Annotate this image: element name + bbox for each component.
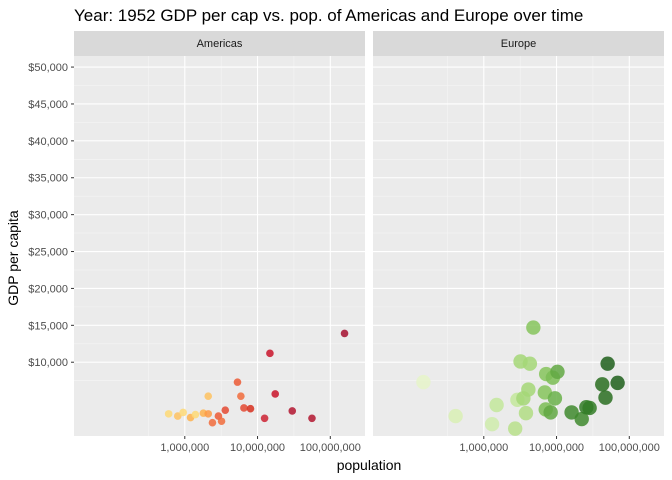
- y-axis: $10,000 $15,000 $20,000 $25,000 $30,000 $35,0…: [28, 62, 74, 369]
- x-tick-label: 100,000,000: [300, 442, 361, 454]
- x-tick-label: 10,000,000: [230, 442, 285, 454]
- x-axis-americas: 1,000,000 10,000,000 100,000,000: [160, 436, 361, 454]
- data-point: [521, 382, 536, 397]
- data-point: [564, 405, 579, 420]
- data-point: [448, 408, 463, 424]
- y-tick-label: $50,000: [28, 62, 68, 74]
- data-point: [598, 390, 613, 405]
- y-tick-label: $30,000: [28, 210, 68, 222]
- facet-strip: [373, 31, 664, 56]
- facet-strip-label: Americas: [197, 38, 243, 50]
- data-point: [543, 405, 558, 420]
- data-point: [217, 417, 226, 426]
- data-point: [204, 410, 213, 418]
- facet-panel-americas: Americas: [74, 31, 365, 436]
- y-tick-label: $25,000: [28, 247, 68, 259]
- data-point: [266, 349, 274, 358]
- data-point: [522, 356, 538, 371]
- data-point: [582, 400, 597, 416]
- x-tick-label: 10,000,000: [529, 442, 584, 454]
- data-point: [260, 414, 269, 423]
- facet-panel-europe: Europe: [373, 31, 664, 436]
- data-point: [489, 397, 504, 413]
- y-tick-label: $20,000: [28, 283, 68, 295]
- x-axis-europe: 1,000,000 10,000,000 100,000,000: [459, 436, 660, 454]
- facet-strip-label: Europe: [501, 38, 536, 50]
- x-tick-label: 1,000,000: [459, 442, 508, 454]
- data-point: [208, 418, 217, 427]
- data-point: [340, 329, 349, 338]
- facet-strip: [74, 31, 365, 56]
- y-tick-label: $35,000: [28, 173, 68, 185]
- y-tick-label: $10,000: [28, 357, 68, 369]
- data-point: [240, 404, 248, 412]
- y-tick-label: $15,000: [28, 320, 68, 332]
- data-point: [246, 404, 255, 413]
- data-point: [164, 410, 173, 418]
- data-point: [288, 407, 297, 415]
- data-point: [547, 391, 563, 406]
- panel-background: [373, 56, 664, 436]
- y-axis-title: GDP per capita: [5, 210, 21, 306]
- data-point: [191, 410, 200, 419]
- data-point: [600, 356, 615, 371]
- y-tick-label: $45,000: [28, 99, 68, 111]
- data-point: [179, 408, 187, 417]
- data-point: [484, 416, 500, 432]
- chart-title: Year: 1952 GDP per cap vs. pop. of Ameri…: [74, 6, 583, 25]
- data-point: [507, 421, 523, 436]
- data-point: [221, 406, 230, 414]
- panel-background: [74, 56, 365, 436]
- data-point: [173, 412, 182, 420]
- data-point: [518, 405, 534, 421]
- data-point: [233, 378, 242, 386]
- x-tick-label: 1,000,000: [160, 442, 209, 454]
- y-tick-label: $40,000: [28, 136, 68, 148]
- data-point: [610, 375, 625, 391]
- data-point: [237, 392, 245, 400]
- data-point: [204, 392, 213, 400]
- data-point: [574, 411, 589, 427]
- x-axis-title: population: [337, 457, 402, 473]
- data-point: [271, 390, 280, 398]
- data-point: [595, 377, 610, 392]
- data-point: [308, 414, 316, 423]
- data-point: [526, 320, 541, 335]
- data-point: [550, 364, 565, 380]
- data-point: [416, 374, 431, 390]
- x-tick-label: 100,000,000: [599, 442, 660, 454]
